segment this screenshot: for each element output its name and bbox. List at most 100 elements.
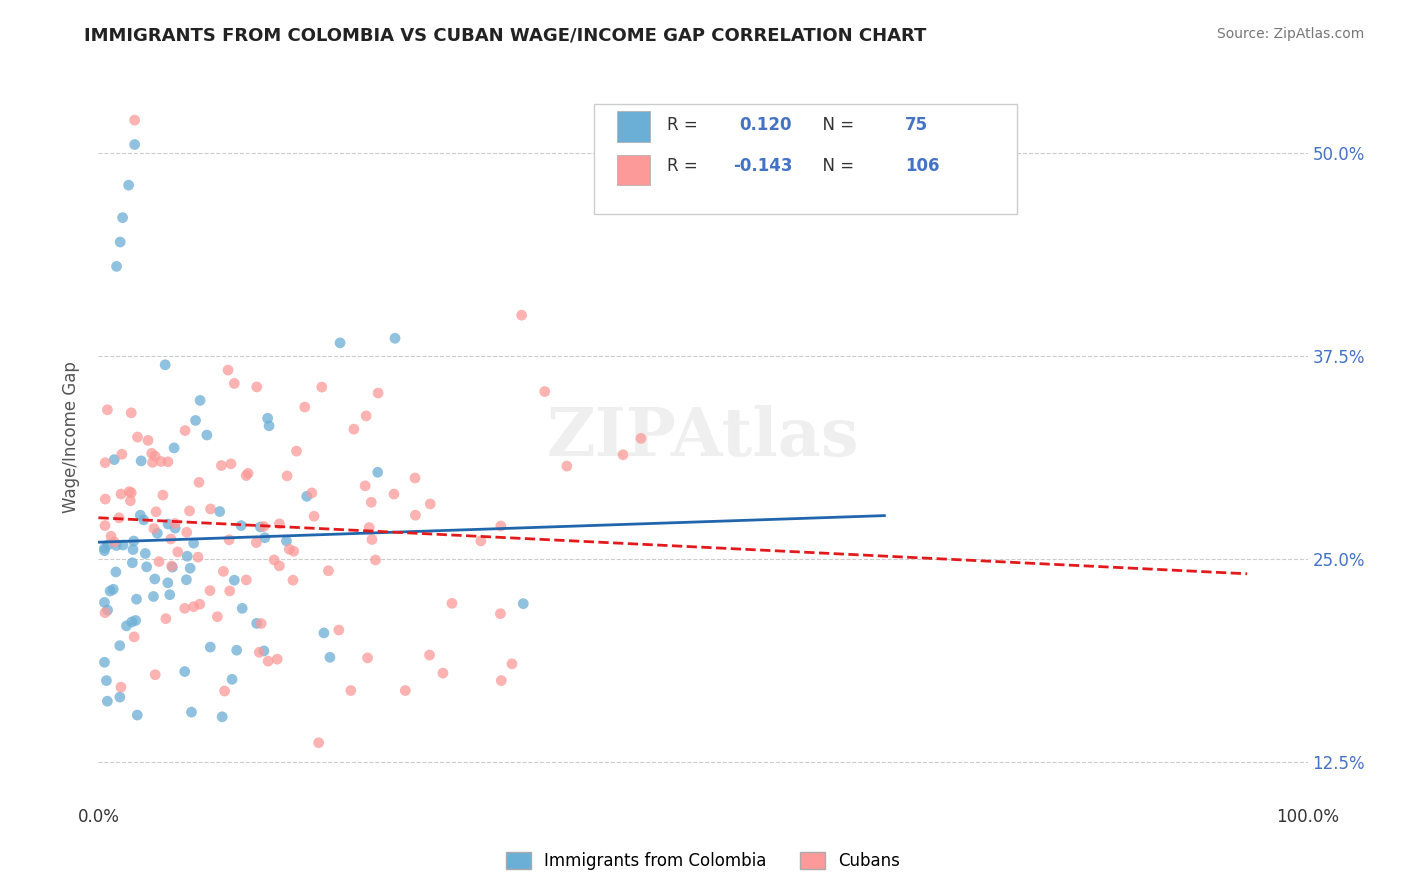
Text: ZIPAtlas: ZIPAtlas xyxy=(547,405,859,469)
Text: 75: 75 xyxy=(905,116,928,134)
Point xyxy=(245,535,267,549)
Point xyxy=(302,509,325,524)
Point xyxy=(195,428,218,442)
Point xyxy=(143,572,166,586)
Point xyxy=(110,680,132,694)
Point xyxy=(94,606,117,620)
Point xyxy=(246,616,269,631)
Point xyxy=(159,588,181,602)
Point xyxy=(93,595,115,609)
Point xyxy=(211,710,233,724)
Point xyxy=(105,539,128,553)
Point xyxy=(319,650,342,665)
Point xyxy=(404,508,426,523)
Point xyxy=(153,358,176,372)
Point xyxy=(179,504,201,518)
Point xyxy=(93,543,115,558)
Point xyxy=(470,533,492,548)
Point xyxy=(278,542,301,557)
Point xyxy=(384,331,406,345)
Point xyxy=(173,601,195,615)
Point xyxy=(142,590,165,604)
Point xyxy=(208,504,231,518)
Point xyxy=(120,406,142,420)
Point xyxy=(253,519,276,533)
Point xyxy=(124,113,146,128)
Point xyxy=(276,469,298,483)
Point xyxy=(122,534,145,549)
Point xyxy=(360,495,382,509)
Point xyxy=(198,583,221,598)
Point xyxy=(253,531,276,545)
Text: 0.120: 0.120 xyxy=(740,116,792,134)
Point xyxy=(200,640,222,654)
Point xyxy=(160,532,183,546)
Point xyxy=(148,555,170,569)
Point xyxy=(136,434,159,448)
Point xyxy=(257,654,280,668)
Point xyxy=(269,516,291,531)
Point xyxy=(250,616,273,631)
Point xyxy=(200,502,222,516)
Text: R =: R = xyxy=(666,158,703,176)
Point xyxy=(235,468,257,483)
Point xyxy=(231,601,253,615)
Point xyxy=(124,137,146,152)
Point xyxy=(489,607,512,621)
Point xyxy=(630,431,652,445)
Point xyxy=(404,471,426,485)
Point xyxy=(257,418,280,433)
Point xyxy=(246,380,269,394)
Point xyxy=(94,456,117,470)
Point xyxy=(612,448,634,462)
Point xyxy=(419,648,441,662)
Point xyxy=(143,667,166,681)
Point xyxy=(120,493,142,508)
Point xyxy=(129,454,152,468)
Point xyxy=(127,708,149,723)
Point xyxy=(96,402,118,417)
Point xyxy=(501,657,523,671)
Point xyxy=(214,684,236,698)
Point xyxy=(343,422,366,436)
Point xyxy=(224,573,246,587)
Point xyxy=(221,673,243,687)
Point xyxy=(97,538,120,552)
Point xyxy=(491,673,513,688)
Point xyxy=(225,643,247,657)
Point xyxy=(94,518,117,533)
Point xyxy=(157,517,180,532)
Point xyxy=(174,424,197,438)
Point xyxy=(156,575,179,590)
Point xyxy=(217,363,239,377)
Point xyxy=(312,626,335,640)
Point xyxy=(235,573,257,587)
Point xyxy=(184,413,207,427)
Point xyxy=(165,516,187,531)
Point xyxy=(394,683,416,698)
Point xyxy=(249,520,271,534)
Point xyxy=(218,533,240,547)
Point xyxy=(135,559,157,574)
Point xyxy=(367,386,389,401)
Point xyxy=(183,536,205,550)
Point xyxy=(176,549,198,564)
FancyBboxPatch shape xyxy=(595,104,1018,214)
Point xyxy=(122,630,145,644)
Point xyxy=(98,584,121,599)
Point xyxy=(146,526,169,541)
Point xyxy=(207,609,229,624)
Point xyxy=(301,486,323,500)
Point xyxy=(100,529,122,543)
Point xyxy=(294,400,316,414)
Point xyxy=(152,488,174,502)
Point xyxy=(145,505,167,519)
Text: R =: R = xyxy=(666,116,703,134)
Point xyxy=(219,457,242,471)
Text: 106: 106 xyxy=(905,158,939,176)
Point xyxy=(108,510,131,524)
Point xyxy=(440,596,463,610)
Point xyxy=(111,447,134,461)
Point xyxy=(247,645,270,659)
Point xyxy=(124,614,146,628)
